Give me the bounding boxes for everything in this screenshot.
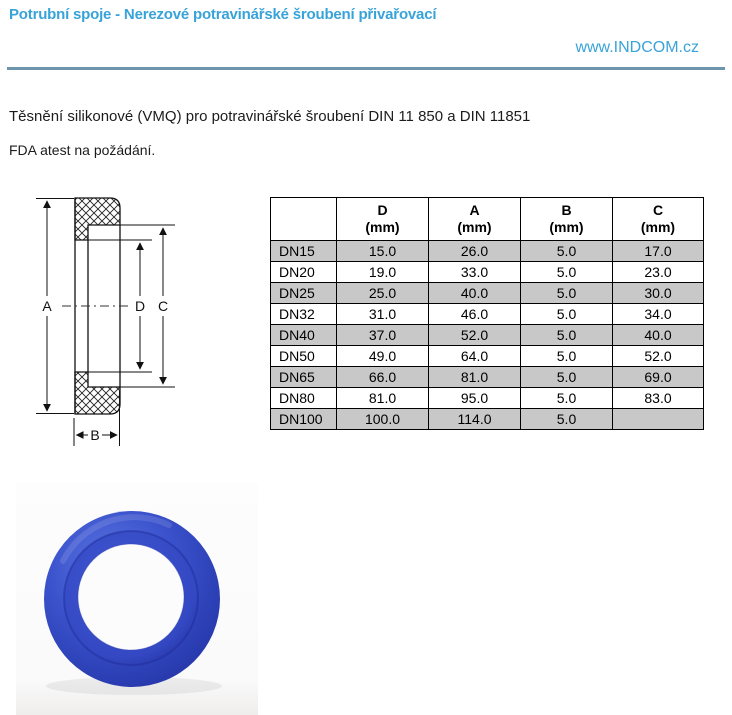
dimension-c: [120, 224, 175, 388]
header-divider: [7, 67, 725, 70]
value-cell: 5.0: [520, 324, 613, 346]
value-cell: 33.0: [428, 261, 521, 283]
value-cell: 19.0: [336, 261, 429, 283]
table-row: DN25 25.0 40.0 5.0 30.0: [270, 282, 704, 304]
value-cell: 5.0: [520, 240, 613, 262]
dimension-a-label: A: [42, 298, 52, 314]
dimension-d-label: D: [135, 298, 145, 314]
dn-cell: DN100: [270, 408, 337, 430]
dn-cell: DN15: [270, 240, 337, 262]
value-cell: 5.0: [520, 366, 613, 388]
value-cell: 31.0: [336, 303, 429, 325]
value-cell: 5.0: [520, 261, 613, 283]
value-cell: 46.0: [428, 303, 521, 325]
table-row: DN80 81.0 95.0 5.0 83.0: [270, 387, 704, 409]
dimension-d: [88, 239, 152, 373]
dimension-b-label: B: [90, 427, 99, 443]
column-header-a: A (mm): [428, 197, 521, 241]
dimension-a: [36, 198, 74, 414]
dn-cell: DN25: [270, 282, 337, 304]
corner-cell: [270, 197, 337, 241]
value-cell: 95.0: [428, 387, 521, 409]
page-title: Potrubní spoje - Nerezové potravinářské …: [9, 6, 437, 23]
table-row: DN40 37.0 52.0 5.0 40.0: [270, 324, 704, 346]
value-cell: 69.0: [612, 366, 704, 388]
value-cell: 100.0: [336, 408, 429, 430]
table-row: DN65 66.0 81.0 5.0 69.0: [270, 366, 704, 388]
value-cell: 64.0: [428, 345, 521, 367]
value-cell: 30.0: [612, 282, 704, 304]
value-cell: 81.0: [336, 387, 429, 409]
gasket-photo: [16, 483, 258, 715]
value-cell: 37.0: [336, 324, 429, 346]
blue-gasket-ring: [44, 511, 220, 687]
hatched-section-bottom: [74, 371, 121, 415]
product-description: Těsnění silikonové (VMQ) pro potravinářs…: [9, 108, 531, 125]
value-cell: 34.0: [612, 303, 704, 325]
column-header-c: C (mm): [612, 197, 704, 241]
value-cell: 5.0: [520, 387, 613, 409]
column-header-b: B (mm): [520, 197, 613, 241]
value-cell: 40.0: [428, 282, 521, 304]
table-row: DN15 15.0 26.0 5.0 17.0: [270, 240, 704, 262]
website-url: www.INDCOM.cz: [575, 39, 699, 56]
dimension-table: D (mm) A (mm) B (mm) C (mm) DN15 15.0 26.0…: [270, 197, 704, 430]
value-cell: 52.0: [428, 324, 521, 346]
value-cell: 5.0: [520, 303, 613, 325]
table-row: DN100 100.0 114.0 5.0: [270, 408, 704, 430]
value-cell: [612, 408, 704, 430]
table-row: DN20 19.0 33.0 5.0 23.0: [270, 261, 704, 283]
dimension-b: [73, 391, 120, 446]
hatched-section-top: [74, 197, 121, 241]
gasket-cross-section-diagram: A D C B: [36, 197, 175, 446]
value-cell: 49.0: [336, 345, 429, 367]
value-cell: 23.0: [612, 261, 704, 283]
value-cell: 5.0: [520, 408, 613, 430]
value-cell: 25.0: [336, 282, 429, 304]
fda-note: FDA atest na požádání.: [9, 142, 156, 158]
value-cell: 17.0: [612, 240, 704, 262]
value-cell: 81.0: [428, 366, 521, 388]
value-cell: 66.0: [336, 366, 429, 388]
value-cell: 15.0: [336, 240, 429, 262]
dn-cell: DN40: [270, 324, 337, 346]
dn-cell: DN20: [270, 261, 337, 283]
dn-cell: DN50: [270, 345, 337, 367]
value-cell: 83.0: [612, 387, 704, 409]
value-cell: 114.0: [428, 408, 521, 430]
value-cell: 52.0: [612, 345, 704, 367]
table-row: DN50 49.0 64.0 5.0 52.0: [270, 345, 704, 367]
dn-cell: DN80: [270, 387, 337, 409]
value-cell: 26.0: [428, 240, 521, 262]
dimension-table-header: D (mm) A (mm) B (mm) C (mm): [270, 197, 704, 241]
value-cell: 5.0: [520, 282, 613, 304]
size-table-body: DN15 15.0 26.0 5.0 17.0 DN20 19.0 33.0 5.0 23.0 DN…: [270, 240, 704, 430]
value-cell: 5.0: [520, 345, 613, 367]
dimension-c-label: C: [158, 298, 168, 314]
dn-cell: DN65: [270, 366, 337, 388]
column-header-d: D (mm): [336, 197, 429, 241]
dn-cell: DN32: [270, 303, 337, 325]
value-cell: 40.0: [612, 324, 704, 346]
table-row: DN32 31.0 46.0 5.0 34.0: [270, 303, 704, 325]
